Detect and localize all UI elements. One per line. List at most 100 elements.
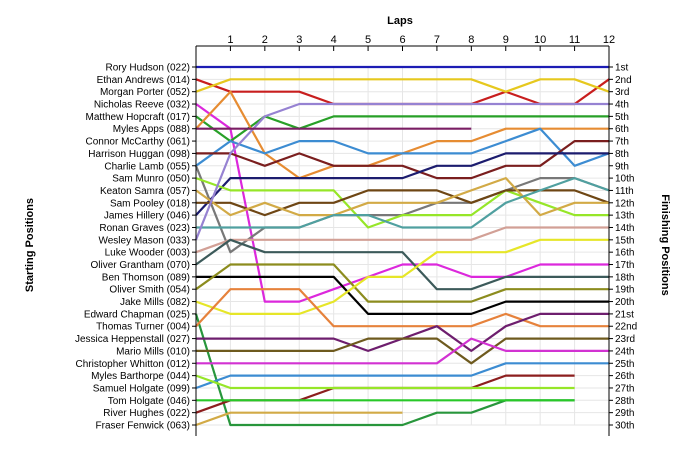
starting-position-label: Myles Barthorpe (044) [91, 371, 190, 382]
x-tick-label: 3 [296, 34, 302, 46]
starting-position-label: Charlie Lamb (055) [104, 161, 190, 172]
x-axis-title: Laps [387, 15, 413, 27]
starting-position-label: Jake Mills (082) [120, 297, 190, 308]
finishing-position-label: 19th [615, 285, 634, 296]
x-tick-label: 2 [262, 34, 268, 46]
finishing-position-label: 4th [615, 100, 629, 111]
starting-position-label: Samuel Holgate (099) [93, 383, 190, 394]
finishing-position-label: 25th [615, 359, 634, 370]
series-line-4 [195, 103, 609, 303]
series-line-16 [195, 226, 609, 254]
starting-position-label: Sam Munro (050) [112, 174, 190, 185]
series-line-28 [195, 374, 575, 390]
finishing-position-label: 3rd [615, 87, 629, 98]
finishing-position-label: 18th [615, 272, 634, 283]
starting-position-label: Jessica Heppenstall (027) [75, 334, 190, 345]
starting-position-label: James Hillery (046) [104, 211, 190, 222]
series-line-3 [195, 78, 610, 93]
finishing-position-label: 15th [615, 235, 634, 246]
starting-position-label: Sam Pooley (018) [110, 198, 190, 209]
starting-position-label: Matthew Hopcraft (017) [86, 112, 191, 123]
starting-position-label: Wesley Mason (033) [98, 235, 190, 246]
starting-position-label: Morgan Porter (052) [100, 87, 190, 98]
finishing-position-label: 11th [615, 186, 634, 197]
starting-position-label: Oliver Smith (054) [109, 285, 190, 296]
series-lines [194, 65, 610, 427]
finishing-position-label: 8th [615, 149, 629, 160]
finishing-position-label: 14th [615, 223, 634, 234]
series-line-30 [195, 411, 403, 427]
x-tick-label: 9 [503, 34, 509, 46]
x-tick-label: 5 [365, 34, 371, 46]
series-line-7 [195, 127, 610, 167]
starting-position-label: Nicholas Reeve (032) [94, 100, 190, 111]
starting-position-label: Ronan Graves (023) [99, 223, 190, 234]
starting-position-label: Fraser Fenwick (063) [96, 421, 190, 432]
x-tick-label: 10 [534, 34, 546, 46]
starting-position-label: River Hughes (022) [103, 408, 190, 419]
starting-position-label: Christopher Whitton (012) [76, 359, 191, 370]
finishing-position-label: 29th [615, 408, 634, 419]
series-line-21 [194, 313, 575, 427]
starting-position-label: Tom Holgate (046) [108, 396, 190, 407]
starting-position-label: Myles Apps (088) [113, 124, 190, 135]
x-tick-label: 7 [434, 34, 440, 46]
x-tick-label: 12 [603, 34, 615, 46]
finishing-position-label: 6th [615, 124, 629, 135]
starting-position-label: Oliver Grantham (070) [91, 260, 190, 271]
finishing-position-label: 22nd [615, 322, 637, 333]
finishing-position-label: 10th [615, 174, 634, 185]
series-line-18 [196, 275, 609, 315]
starting-position-label: Mario Mills (010) [116, 346, 190, 357]
right-axis-title: Finishing Positions [659, 194, 671, 295]
starting-position-label: Thomas Turner (004) [96, 322, 190, 333]
x-tick-label: 11 [569, 34, 580, 46]
series-line-8 [196, 140, 609, 180]
series-line-25 [196, 337, 609, 365]
series-line-26 [195, 362, 609, 390]
starting-position-label: Harrison Huggan (098) [88, 149, 190, 160]
series-line-20 [195, 238, 609, 315]
finishing-position-label: 24th [615, 346, 634, 357]
finishing-position-label: 7th [615, 137, 629, 148]
finishing-position-label: 26th [615, 371, 634, 382]
finishing-position-label: 21st [615, 309, 634, 320]
finishing-position-label: 9th [615, 161, 629, 172]
starting-position-label: Ben Thomson (089) [102, 272, 190, 283]
series-line-14 [196, 177, 610, 229]
starting-position-label: Edward Chapman (025) [84, 309, 190, 320]
series-line-27 [195, 374, 575, 414]
series-line-17 [195, 238, 609, 291]
starting-position-label: Keaton Samra (057) [100, 186, 190, 197]
starting-position-label: Ethan Andrews (014) [97, 75, 190, 86]
series-line-19 [195, 263, 609, 303]
finishing-position-label: 13th [615, 211, 634, 222]
finishing-position-label: 20th [615, 297, 634, 308]
starting-position-label: Connor McCarthy (061) [86, 137, 190, 148]
finishing-position-label: 30th [615, 421, 634, 432]
series-line-15 [194, 102, 609, 241]
finishing-position-label: 16th [615, 248, 634, 259]
series-line-10 [195, 152, 609, 216]
finishing-position-label: 2nd [615, 75, 632, 86]
series-line-22 [195, 288, 609, 328]
starting-position-label: Rory Hudson (022) [106, 63, 190, 74]
starting-position-label: Luke Wooder (003) [105, 248, 190, 259]
x-tick-label: 8 [468, 34, 474, 46]
series-line-24 [196, 337, 609, 365]
finishing-position-label: 5th [615, 112, 629, 123]
finishing-position-label: 28th [615, 396, 634, 407]
axes [192, 45, 613, 436]
series-line-13 [195, 177, 609, 217]
left-axis-title: Starting Positions [24, 198, 36, 292]
finishing-position-label: 1st [615, 63, 629, 74]
x-tick-label: 1 [227, 34, 233, 46]
x-tick-label: 4 [331, 34, 337, 46]
series-line-11 [195, 177, 609, 229]
finishing-position-label: 23rd [615, 334, 635, 345]
finishing-position-label: 12th [615, 198, 634, 209]
finishing-position-label: 27th [615, 383, 634, 394]
x-tick-label: 6 [399, 34, 405, 46]
